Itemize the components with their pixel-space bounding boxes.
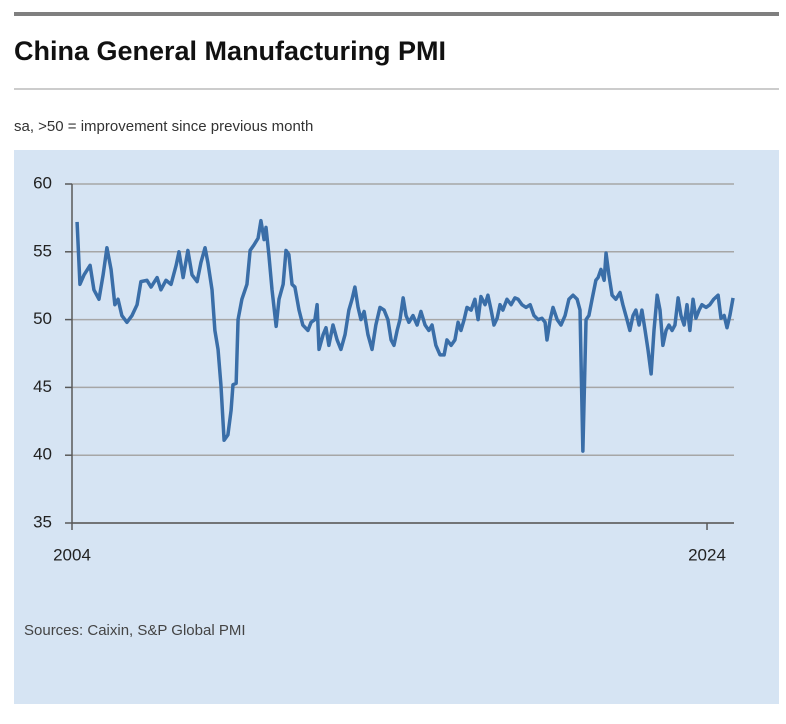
- chart-source: Sources: Caixin, S&P Global PMI: [24, 622, 245, 639]
- pmi-line: [75, 218, 735, 453]
- y-tick-label: 60: [33, 173, 52, 192]
- chart-title: China General Manufacturing PMI: [14, 36, 446, 66]
- x-tick-label: 2004: [53, 545, 91, 564]
- y-tick-label: 45: [33, 377, 52, 396]
- plot: 35 40 45 50 55 60 2004 2024: [33, 173, 735, 564]
- x-tick-label: 2024: [688, 545, 726, 564]
- top-rule: [14, 12, 779, 16]
- chart-subtitle: sa, >50 = improvement since previous mon…: [14, 118, 313, 135]
- y-tick-label: 50: [33, 309, 52, 328]
- y-tick-label: 35: [33, 512, 52, 531]
- chart-background: [14, 150, 779, 704]
- y-tick-label: 40: [33, 445, 52, 464]
- y-tick-label: 55: [33, 241, 52, 260]
